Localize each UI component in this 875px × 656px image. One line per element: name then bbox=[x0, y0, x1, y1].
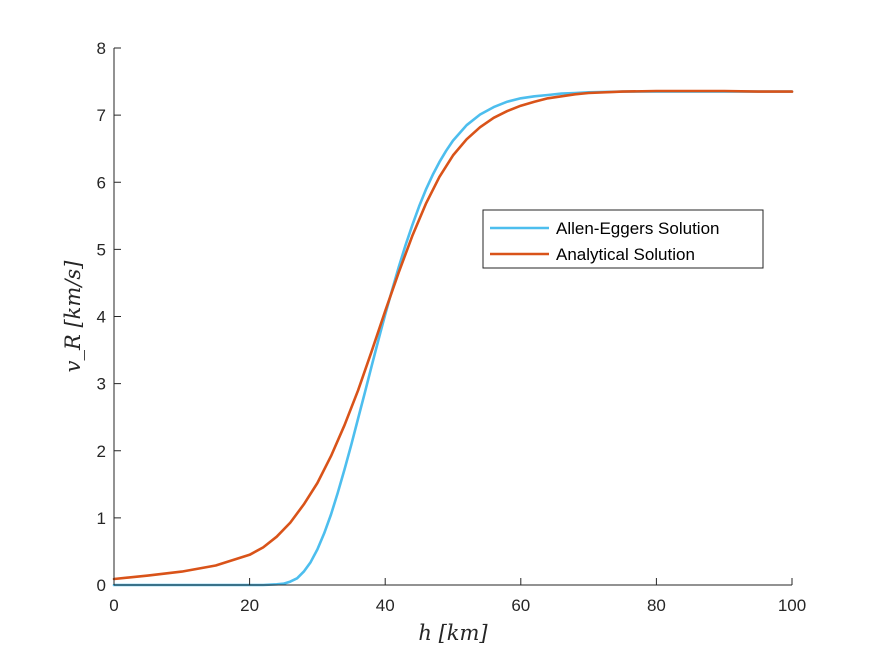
y-tick-label-7: 7 bbox=[97, 106, 106, 125]
y-tick-label-0: 0 bbox=[97, 576, 106, 595]
x-tick-label-2: 40 bbox=[376, 596, 395, 615]
axis-labels: h [km] v_R [km/s] bbox=[61, 260, 488, 645]
x-axis-label: h [km] bbox=[418, 621, 488, 645]
x-tick-label-0: 0 bbox=[109, 596, 118, 615]
axes-layer: 0 20 40 60 80 100 0 1 2 3 4 5 6 7 8 bbox=[97, 39, 807, 615]
y-axis-label: v_R [km/s] bbox=[61, 260, 85, 373]
series-line-0 bbox=[112, 90, 794, 587]
legend: Allen-Eggers Solution Analytical Solution bbox=[482, 209, 764, 269]
y-tick-label-5: 5 bbox=[97, 240, 106, 259]
y-tick-label-3: 3 bbox=[97, 375, 106, 394]
y-tick-label-8: 8 bbox=[97, 39, 106, 58]
x-tick-label-3: 60 bbox=[511, 596, 530, 615]
legend-label-1: Analytical Solution bbox=[556, 245, 695, 264]
series-layer bbox=[112, 89, 794, 587]
plot-area bbox=[114, 48, 792, 585]
legend-box bbox=[482, 209, 764, 269]
x-tick-label-4: 80 bbox=[647, 596, 666, 615]
x-tick-label-1: 20 bbox=[240, 596, 259, 615]
y-tick-label-1: 1 bbox=[97, 509, 106, 528]
y-tick-label-2: 2 bbox=[97, 442, 106, 461]
x-tick-label-5: 100 bbox=[778, 596, 806, 615]
legend-label-0: Allen-Eggers Solution bbox=[556, 219, 719, 238]
series-line-1 bbox=[112, 89, 794, 581]
y-tick-label-4: 4 bbox=[97, 308, 106, 327]
y-tick-label-6: 6 bbox=[97, 173, 106, 192]
